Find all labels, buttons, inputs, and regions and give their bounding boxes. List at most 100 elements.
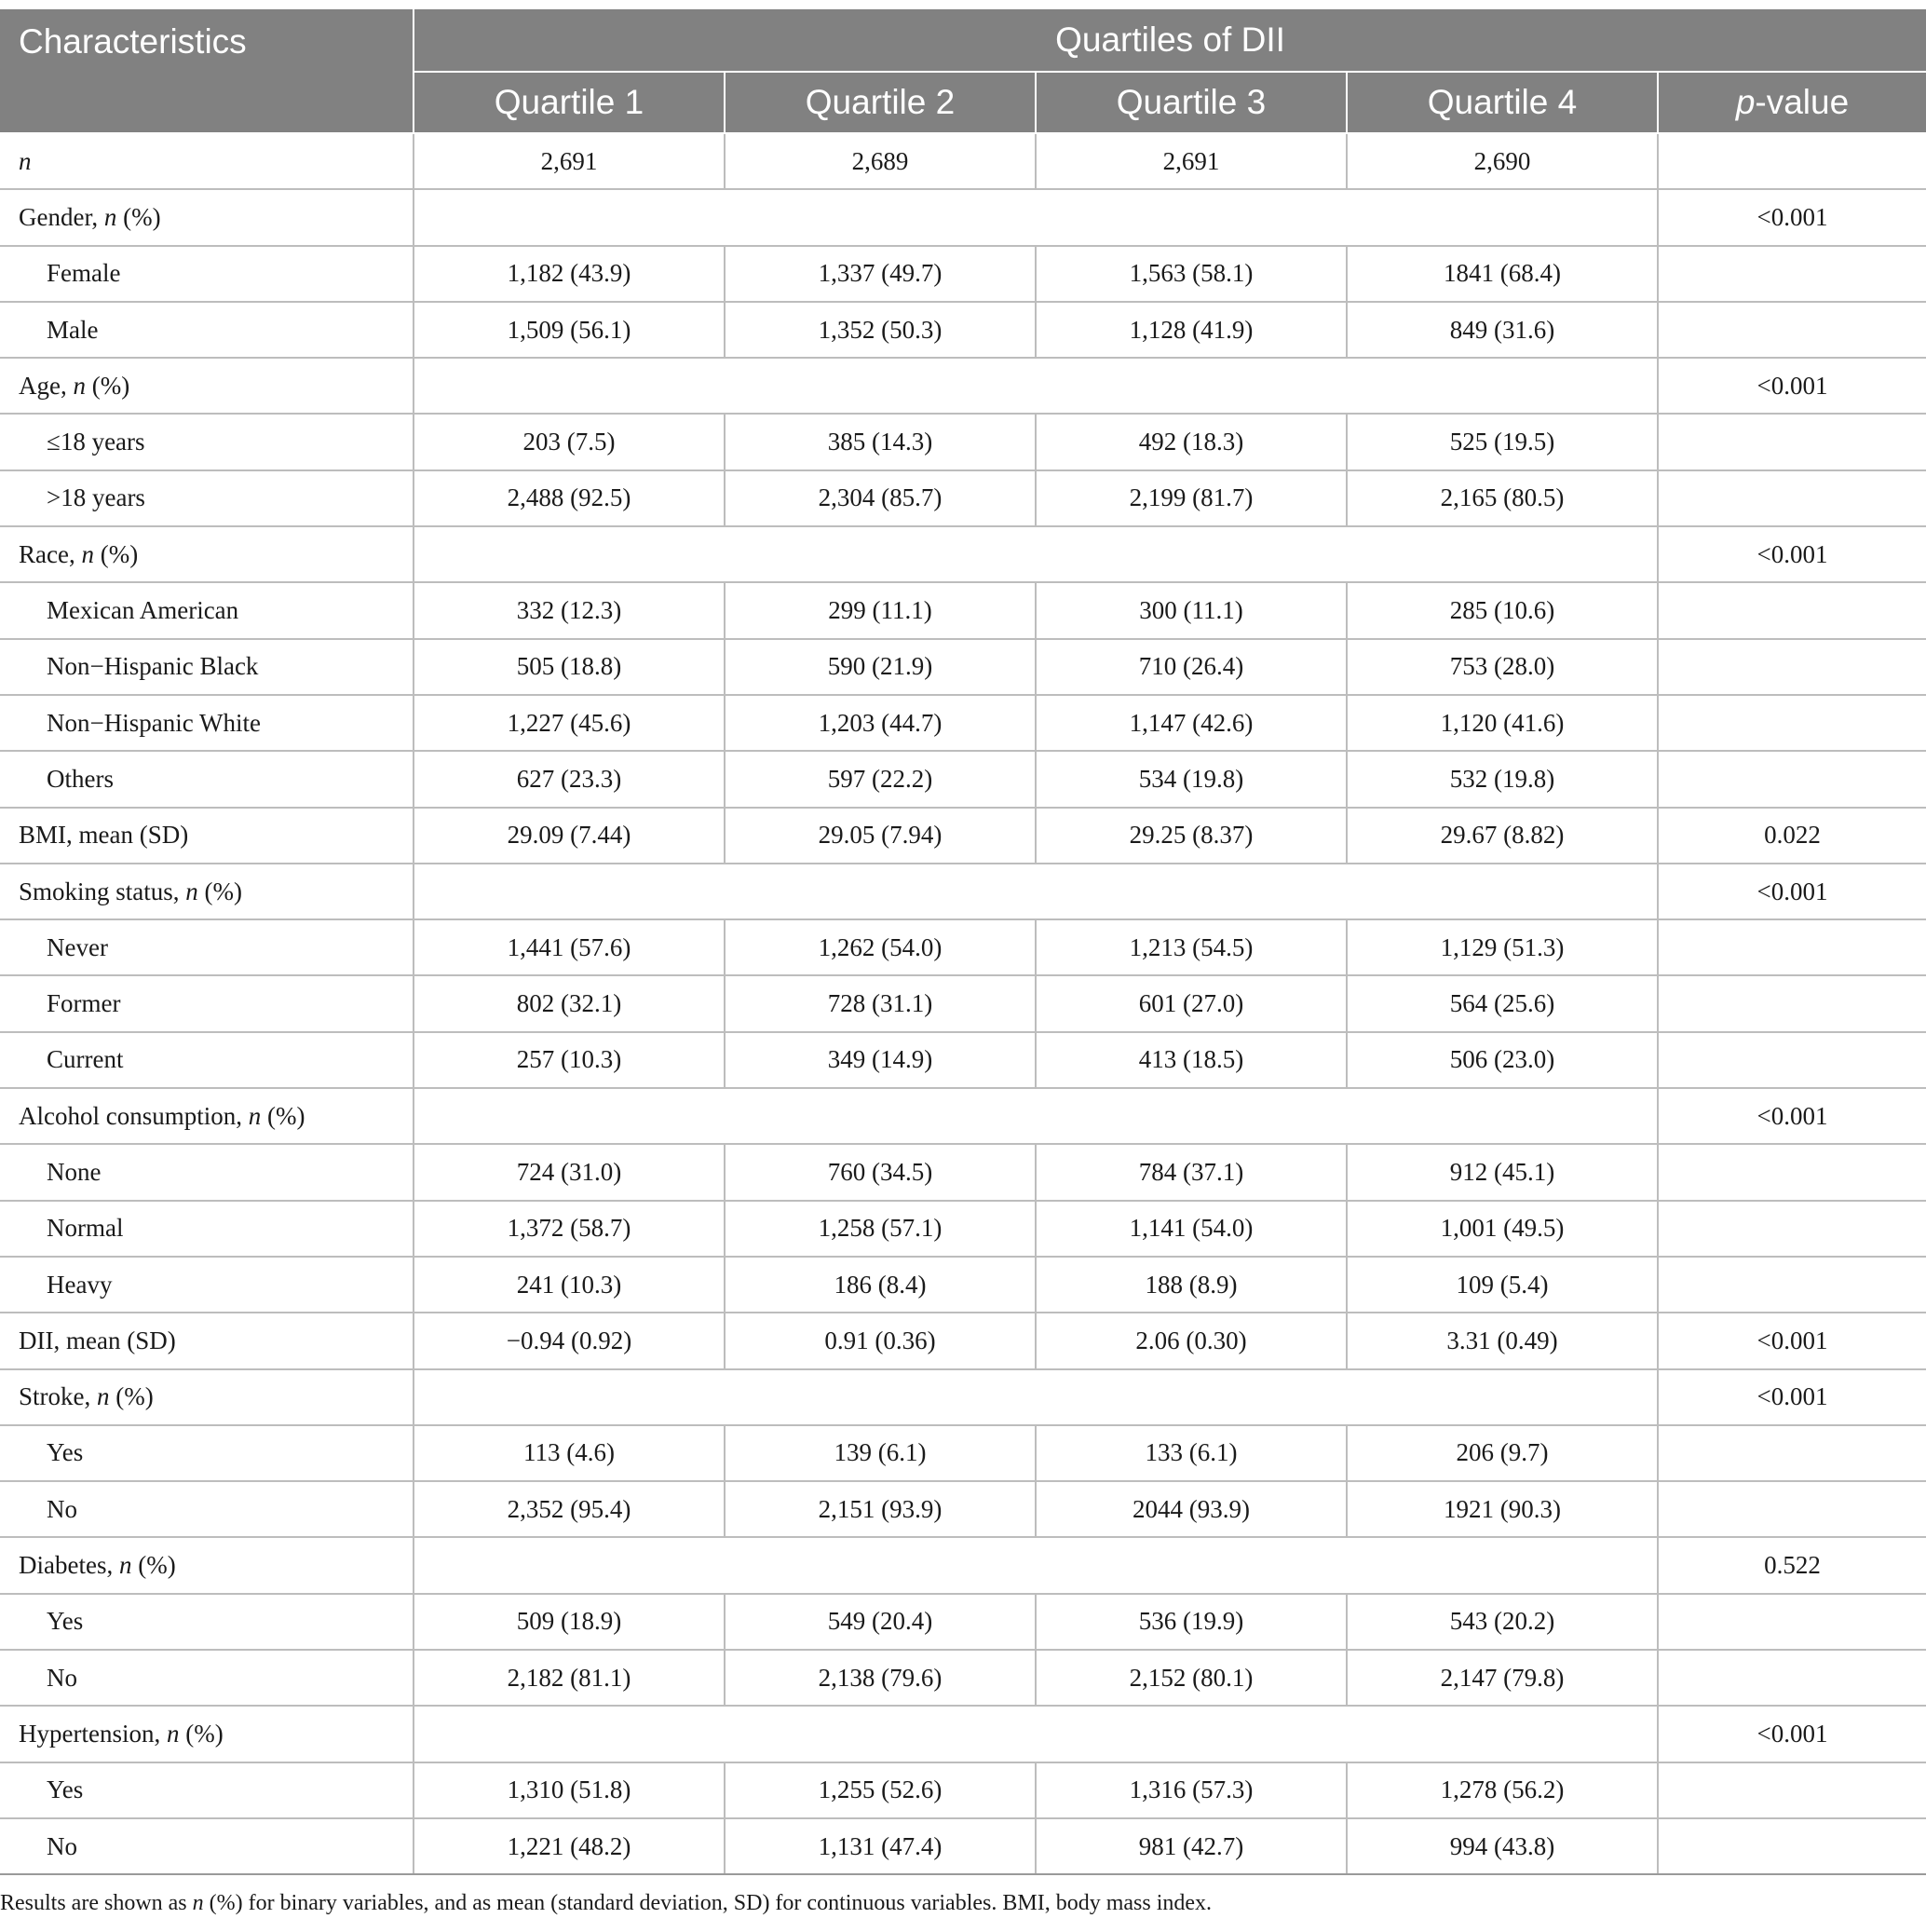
value-cell-q3: 300 (11.1) bbox=[1035, 581, 1348, 640]
value-cell-q2: 0.91 (0.36) bbox=[724, 1312, 1037, 1370]
value-cell-q4: 994 (43.8) bbox=[1346, 1816, 1659, 1876]
row-label: Stroke, n (%) bbox=[0, 1367, 414, 1426]
value-cell-q3: 1,147 (42.6) bbox=[1035, 693, 1348, 753]
value-cell-q1: 2,691 bbox=[413, 131, 726, 191]
row-label-text: BMI, mean (SD) bbox=[19, 821, 189, 850]
p-value-cell bbox=[1656, 300, 1926, 360]
row-label: Alcohol consumption, n (%) bbox=[0, 1087, 414, 1146]
section-span-cell bbox=[413, 188, 1659, 247]
row-label: >18 years bbox=[0, 469, 414, 528]
p-value-cell: 0.022 bbox=[1656, 806, 1926, 864]
table-row: Age, n (%) <0.001 bbox=[0, 357, 1926, 415]
table-footnote: Results are shown as n (%) for binary va… bbox=[0, 1891, 1212, 1916]
p-value-cell: <0.001 bbox=[1656, 862, 1926, 921]
row-label-text: Race, bbox=[19, 539, 82, 568]
row-label-suffix: (%) bbox=[109, 1382, 154, 1411]
p-value-cell bbox=[1656, 581, 1926, 640]
value-cell-q2: 1,337 (49.7) bbox=[724, 244, 1037, 303]
value-cell-q1: 724 (31.0) bbox=[413, 1143, 726, 1202]
characteristics-table: Characteristics Quartiles of DII Quartil… bbox=[0, 7, 1926, 1876]
row-label-text: Former bbox=[47, 989, 121, 1018]
value-cell-q2: 728 (31.1) bbox=[724, 974, 1037, 1033]
value-cell-q2: 1,352 (50.3) bbox=[724, 300, 1037, 360]
value-cell-q1: 1,310 (51.8) bbox=[413, 1761, 726, 1819]
value-cell-q1: 2,488 (92.5) bbox=[413, 469, 726, 528]
section-span-cell bbox=[413, 1367, 1659, 1426]
table-row: Yes 1,310 (51.8) 1,255 (52.6) 1,316 (57.3) 1… bbox=[0, 1761, 1926, 1819]
p-value-cell bbox=[1656, 918, 1926, 977]
p-value-cell bbox=[1656, 974, 1926, 1033]
table-row: n 2,691 2,689 2,691 2,690 bbox=[0, 131, 1926, 191]
row-label-text: No bbox=[47, 1494, 77, 1523]
table-row: Gender, n (%) <0.001 bbox=[0, 188, 1926, 247]
row-label: Male bbox=[0, 300, 414, 360]
row-label: Yes bbox=[0, 1423, 414, 1483]
value-cell-q4: 1,120 (41.6) bbox=[1346, 693, 1659, 753]
value-cell-q4: 206 (9.7) bbox=[1346, 1423, 1659, 1483]
value-cell-q3: 534 (19.8) bbox=[1035, 750, 1348, 809]
row-label-text: Yes bbox=[47, 1438, 84, 1467]
header-quartiles-group: Quartiles of DII bbox=[412, 7, 1926, 73]
row-label: Yes bbox=[0, 1761, 414, 1819]
value-cell-q3: 2,691 bbox=[1035, 131, 1348, 191]
row-label-text: Normal bbox=[47, 1214, 124, 1243]
value-cell-q1: 1,182 (43.9) bbox=[413, 244, 726, 303]
table-row: Never 1,441 (57.6) 1,262 (54.0) 1,213 (54.5… bbox=[0, 918, 1926, 977]
value-cell-q2: 139 (6.1) bbox=[724, 1423, 1037, 1483]
p-value-cell bbox=[1656, 1199, 1926, 1258]
table-row: BMI, mean (SD) 29.09 (7.44) 29.05 (7.94) 29… bbox=[0, 806, 1926, 864]
value-cell-q4: 285 (10.6) bbox=[1346, 581, 1659, 640]
value-cell-q1: 332 (12.3) bbox=[413, 581, 726, 640]
row-label-text: Heavy bbox=[47, 1270, 113, 1299]
row-label-text: DII, mean (SD) bbox=[19, 1326, 176, 1354]
row-label-italic: n bbox=[97, 1382, 110, 1411]
value-cell-q3: 1,213 (54.5) bbox=[1035, 918, 1348, 977]
table-row: Alcohol consumption, n (%) <0.001 bbox=[0, 1087, 1926, 1146]
value-cell-q4: 1841 (68.4) bbox=[1346, 244, 1659, 303]
row-label-text: Diabetes, bbox=[19, 1551, 119, 1580]
table-row: ≤18 years 203 (7.5) 385 (14.3) 492 (18.3) 52… bbox=[0, 413, 1926, 471]
value-cell-q4: 29.67 (8.82) bbox=[1346, 806, 1659, 864]
header-characteristics: Characteristics bbox=[0, 7, 414, 134]
value-cell-q1: 241 (10.3) bbox=[413, 1255, 726, 1314]
table-row: Yes 509 (18.9) 549 (20.4) 536 (19.9) 543 (20… bbox=[0, 1592, 1926, 1652]
row-label-text: >18 years bbox=[47, 483, 145, 512]
row-label-text: Non−Hispanic White bbox=[47, 708, 261, 737]
row-label-text: Gender, bbox=[19, 202, 104, 231]
p-value-cell: <0.001 bbox=[1656, 188, 1926, 247]
table-row: Female 1,182 (43.9) 1,337 (49.7) 1,563 (58.… bbox=[0, 244, 1926, 303]
value-cell-q2: 1,203 (44.7) bbox=[724, 693, 1037, 753]
value-cell-q4: 1,278 (56.2) bbox=[1346, 1761, 1659, 1819]
value-cell-q4: 912 (45.1) bbox=[1346, 1143, 1659, 1202]
value-cell-q3: 2,199 (81.7) bbox=[1035, 469, 1348, 528]
row-label: Current bbox=[0, 1030, 414, 1090]
table-row: None 724 (31.0) 760 (34.5) 784 (37.1) 912 (4… bbox=[0, 1143, 1926, 1202]
value-cell-q2: 186 (8.4) bbox=[724, 1255, 1037, 1314]
footnote-part-1: Results are shown as bbox=[0, 1891, 193, 1915]
header-quartile-4: Quartile 4 bbox=[1346, 71, 1659, 134]
p-value-cell bbox=[1656, 750, 1926, 809]
row-label: ≤18 years bbox=[0, 413, 414, 471]
row-label-text: Others bbox=[47, 764, 114, 793]
value-cell-q1: 802 (32.1) bbox=[413, 974, 726, 1033]
value-cell-q2: 1,131 (47.4) bbox=[724, 1816, 1037, 1876]
table-row: Male 1,509 (56.1) 1,352 (50.3) 1,128 (41.9)… bbox=[0, 300, 1926, 360]
value-cell-q1: 1,441 (57.6) bbox=[413, 918, 726, 977]
row-label-text: Smoking status, bbox=[19, 877, 186, 905]
table-row: >18 years 2,488 (92.5) 2,304 (85.7) 2,199 (… bbox=[0, 469, 1926, 528]
value-cell-q2: 385 (14.3) bbox=[724, 413, 1037, 471]
row-label: Others bbox=[0, 750, 414, 809]
footnote-italic-n: n bbox=[192, 1891, 204, 1915]
value-cell-q3: 981 (42.7) bbox=[1035, 1816, 1348, 1876]
row-label-italic: n bbox=[248, 1101, 262, 1130]
row-label: Age, n (%) bbox=[0, 357, 414, 415]
p-value-cell bbox=[1656, 131, 1926, 191]
table-row: No 1,221 (48.2) 1,131 (47.4) 981 (42.7) 994 … bbox=[0, 1816, 1926, 1876]
row-label-text: Yes bbox=[47, 1776, 84, 1804]
p-value-cell bbox=[1656, 693, 1926, 753]
value-cell-q3: 1,563 (58.1) bbox=[1035, 244, 1348, 303]
row-label-text: Never bbox=[47, 932, 108, 961]
row-label-suffix: (%) bbox=[116, 202, 161, 231]
section-span-cell bbox=[413, 1705, 1659, 1763]
value-cell-q1: 505 (18.8) bbox=[413, 637, 726, 696]
